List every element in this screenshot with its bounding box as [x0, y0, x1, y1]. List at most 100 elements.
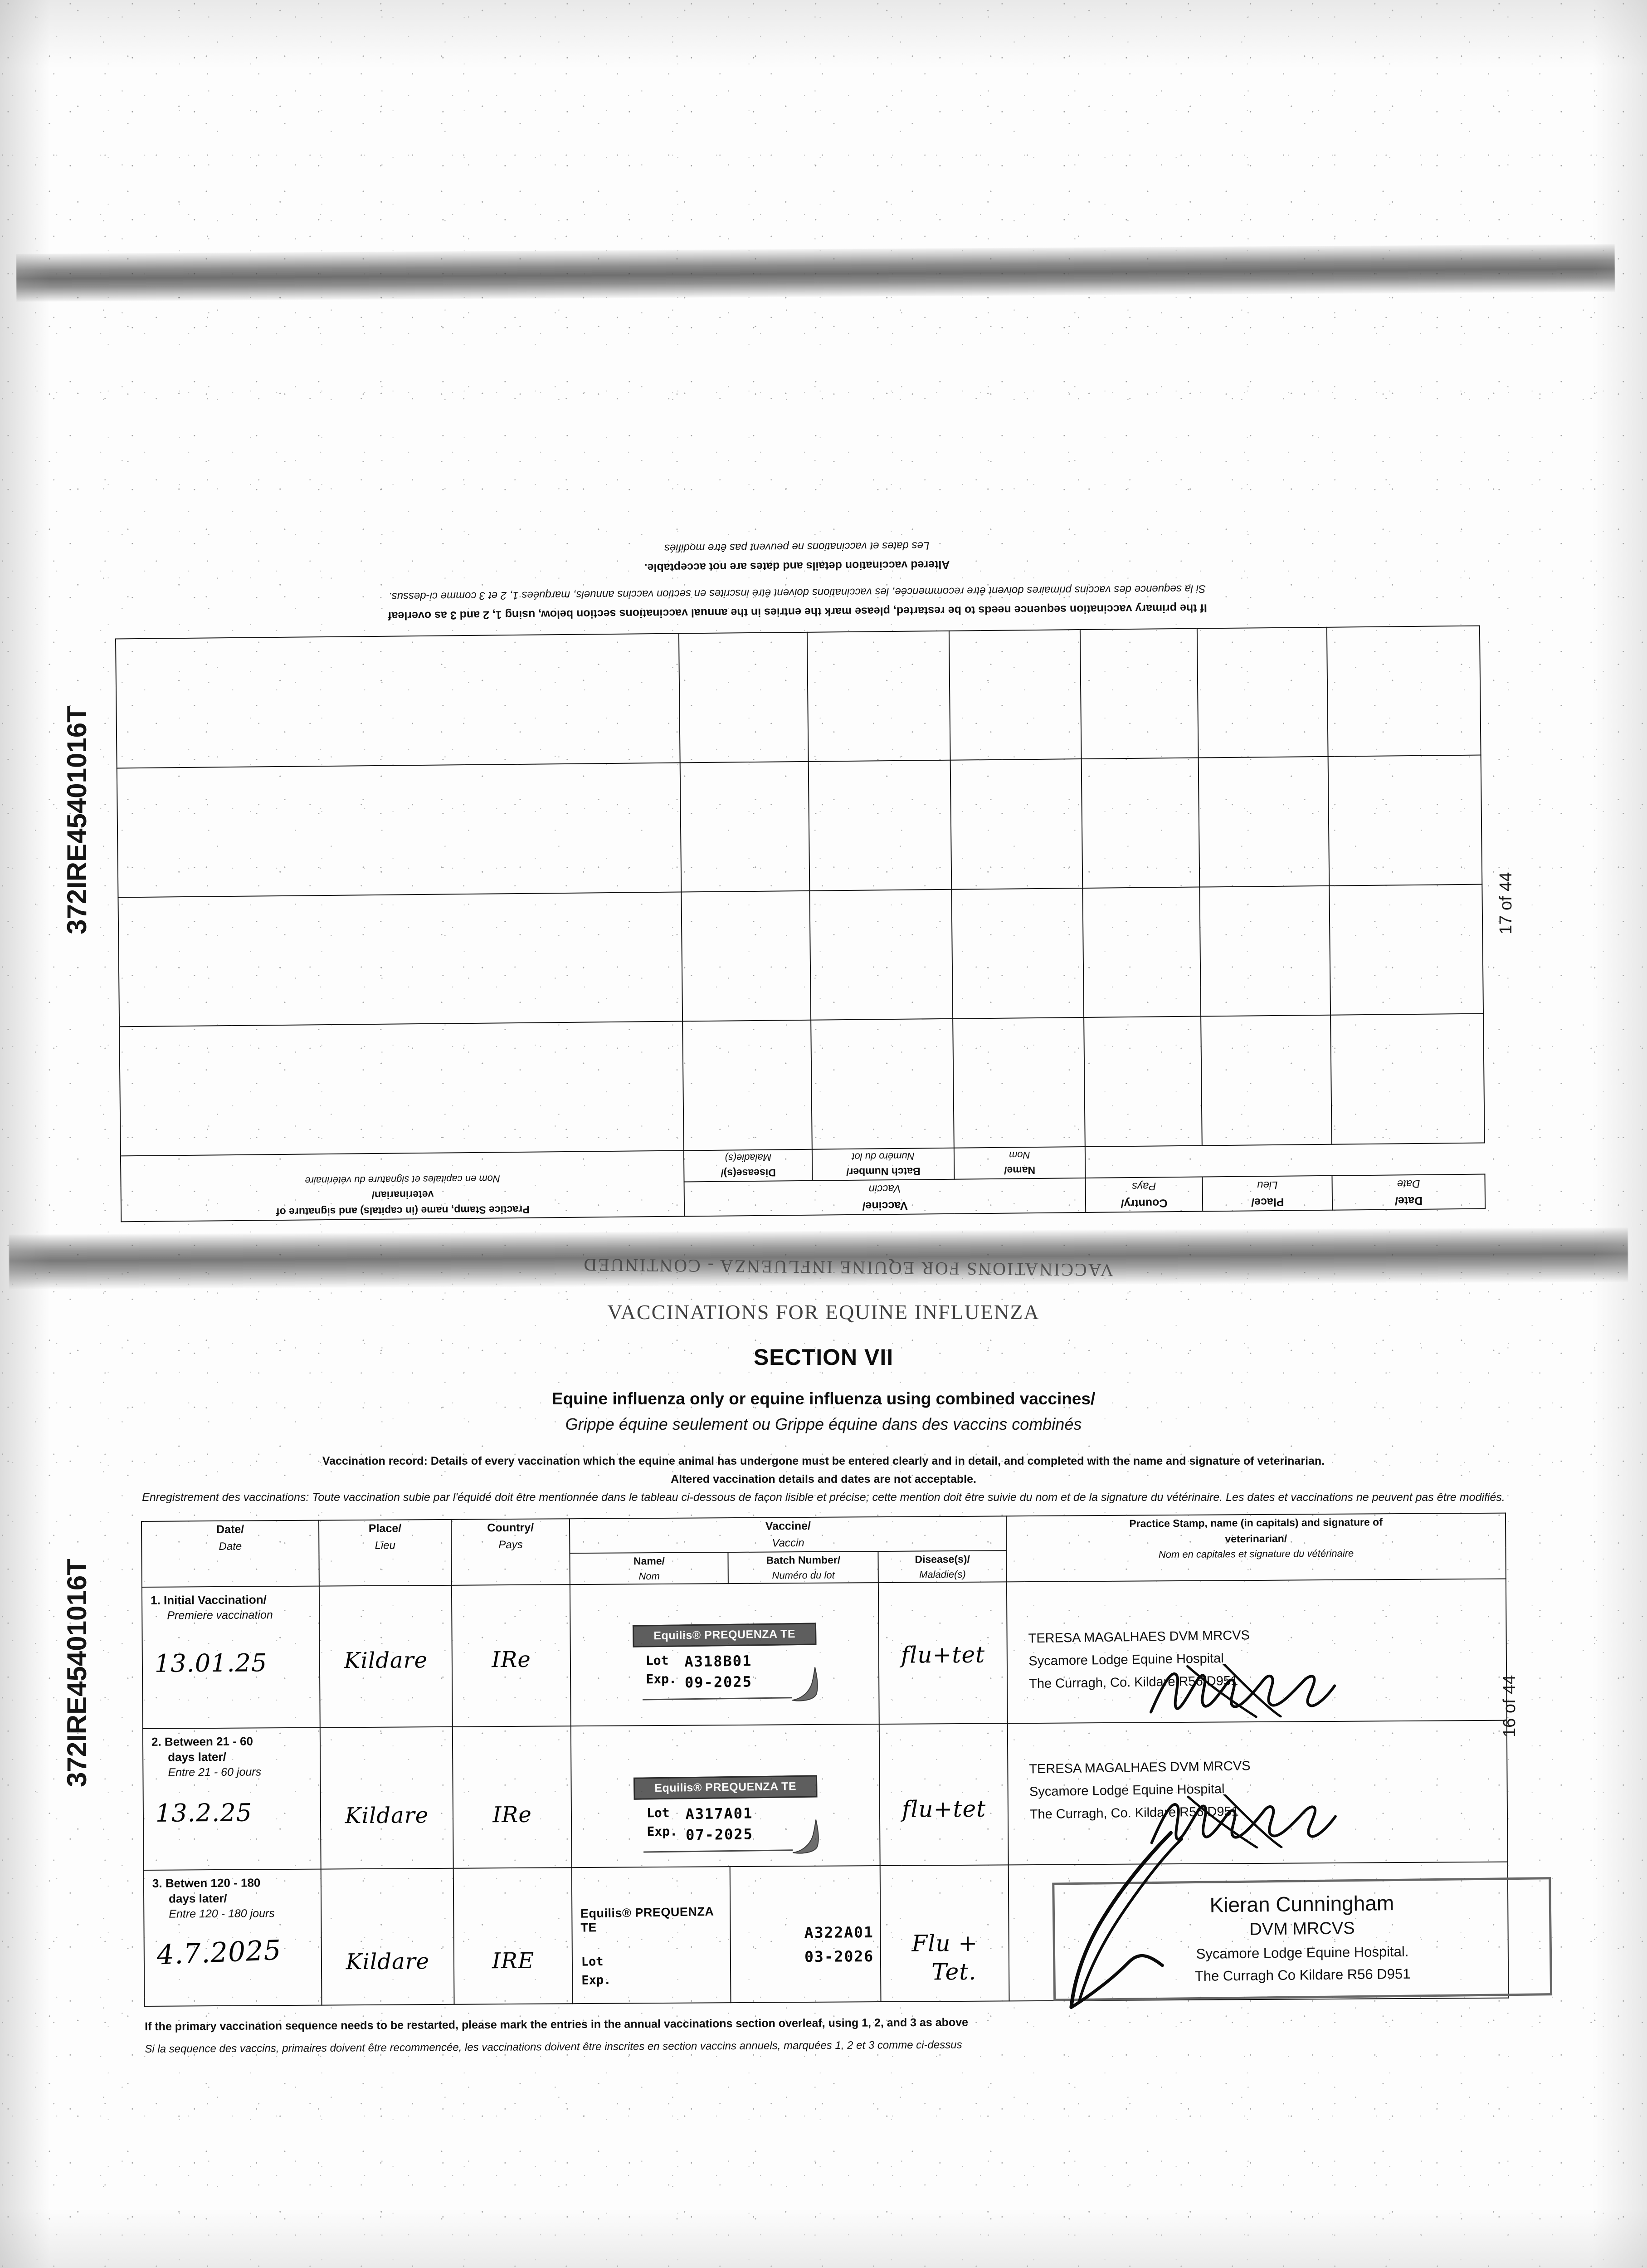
subheader-disease-fr: Maladie(s)	[725, 1152, 772, 1164]
header-vaccine: Vaccine/ Vaccin	[684, 1178, 1086, 1217]
handwritten-country: IRe	[492, 1802, 532, 1828]
header-country-en: Country/	[487, 1521, 534, 1535]
cell-place[interactable]: Kildare	[320, 1726, 453, 1869]
subheader-name-en: Name/	[633, 1554, 665, 1567]
cell-vaccine-name[interactable]	[950, 759, 1083, 890]
cell-disease[interactable]	[680, 761, 810, 892]
cell-date[interactable]	[1328, 755, 1482, 886]
stamp-vet-qualification: DVM MRCVS	[1249, 1918, 1355, 1939]
handwritten-disease: Flu + Tet.	[881, 1865, 1009, 1986]
cell-date[interactable]	[1329, 884, 1484, 1015]
table-row[interactable]: 1. Initial Vaccination/ Premiere vaccina…	[141, 1579, 1507, 1729]
table-row[interactable]	[119, 1013, 1485, 1156]
cell-stamp[interactable]	[119, 1021, 684, 1156]
cell-disease[interactable]	[679, 632, 809, 763]
subheader-name-fr: Nom	[638, 1570, 660, 1582]
header-date-en: Date/	[1394, 1194, 1423, 1207]
cell-vaccine-name[interactable]: Equilis® PREQUENZA TE Lot Exp.	[572, 1867, 731, 2004]
header-place-en: Place/	[368, 1522, 402, 1535]
handwritten-date: 4.7.2025	[156, 1934, 282, 1971]
header-practice-stamp: Practice Stamp, name (in capitals) and s…	[120, 1150, 685, 1222]
cell-country[interactable]: IRe	[451, 1584, 571, 1727]
subheader-batch-en: Batch Number/	[766, 1554, 841, 1566]
header-country-fr: Pays	[1131, 1180, 1156, 1193]
cell-country[interactable]: IRe	[452, 1726, 572, 1868]
cell-vaccine-name[interactable]	[953, 1017, 1085, 1148]
sticker-peel-corner-icon	[791, 1667, 818, 1701]
cell-place[interactable]	[1197, 627, 1328, 758]
cell-country[interactable]	[1082, 887, 1201, 1018]
cell-place[interactable]: Kildare	[321, 1868, 454, 2005]
section-banner-title: VACCINATIONS FOR EQUINE INFLUENZA	[607, 1300, 1040, 1324]
cell-disease[interactable]	[682, 1020, 812, 1151]
cell-practice-stamp[interactable]: TERESA MAGALHAES DVM MRCVS Sycamore Lodg…	[1007, 1720, 1508, 1865]
row-label: 3. Betwen 120 - 180 days later/ Entre 12…	[144, 1870, 321, 1921]
vaccination-table-wrapper: Date/ Date Place/ Lieu Country/ Pays V	[141, 1513, 1553, 2009]
subheader-spacer-place	[1202, 1144, 1332, 1177]
header-date-fr: Date	[1397, 1178, 1420, 1190]
subheader-disease-en: Disease(s)/	[915, 1553, 970, 1565]
cell-date[interactable]: 2. Between 21 - 60 days later/ Entre 21 …	[142, 1727, 321, 1870]
sticker-underline	[642, 1696, 792, 1701]
cell-place[interactable]	[1201, 1015, 1332, 1146]
table-row[interactable]	[118, 884, 1484, 1027]
table-row[interactable]	[115, 626, 1481, 768]
lot-label: Lot	[581, 1954, 604, 1969]
exp-value: 03-2026	[804, 1947, 874, 1965]
subheader-batch-en: Batch Number/	[846, 1165, 921, 1178]
table-row[interactable]	[117, 755, 1482, 898]
cell-place[interactable]	[1199, 885, 1331, 1017]
cell-vaccine-label[interactable]: Equilis® PREQUENZA TE Lot Exp. A317A01 0…	[571, 1724, 880, 1868]
exp-label: Exp.	[581, 1973, 612, 1988]
cell-disease[interactable]: Flu + Tet.	[880, 1865, 1009, 2002]
cell-country[interactable]	[1081, 758, 1200, 889]
cell-stamp[interactable]	[115, 633, 680, 768]
header-country: Country/ Pays	[451, 1519, 570, 1585]
handwritten-place: Kildare	[344, 1647, 428, 1674]
cell-practice-stamp[interactable]: Kieran Cunningham DVM MRCVS Sycamore Lod…	[1008, 1831, 1553, 2009]
cell-place[interactable]: Kildare	[319, 1585, 453, 1728]
handwritten-date: 13.01.25	[154, 1648, 268, 1678]
cell-vaccine-label[interactable]: Equilis® PREQUENZA TE Lot Exp. A318B01 0…	[570, 1583, 880, 1726]
header-date: Date/ Date	[141, 1520, 319, 1587]
cell-batch[interactable]: A322A01 03-2026	[730, 1866, 881, 2003]
cell-stamp[interactable]	[117, 763, 682, 898]
cell-batch[interactable]	[807, 631, 950, 762]
cell-disease[interactable]: flu+tet	[879, 1723, 1009, 1866]
sticker-peel-corner-icon	[792, 1819, 819, 1854]
cell-date[interactable]	[1326, 626, 1481, 757]
row-label-en: 1. Initial Vaccination/	[150, 1593, 267, 1607]
cell-batch[interactable]	[809, 889, 953, 1020]
cell-vaccine-name[interactable]	[951, 888, 1084, 1019]
cell-disease[interactable]: flu+tet	[878, 1582, 1008, 1725]
handwritten-disease-line1: Flu +	[911, 1930, 978, 1957]
page-number-lower: 16 of 44	[1500, 1675, 1519, 1737]
table-row[interactable]: 2. Between 21 - 60 days later/ Entre 21 …	[142, 1720, 1508, 1870]
section-vii-page: VACCINATIONS FOR EQUINE INFLUENZA SECTIO…	[0, 1288, 1647, 2058]
cell-batch[interactable]	[808, 760, 952, 891]
cell-date[interactable]: 3. Betwen 120 - 180 days later/ Entre 12…	[143, 1869, 322, 2006]
cell-date[interactable]: 1. Initial Vaccination/ Premiere vaccina…	[141, 1586, 320, 1729]
lot-label: Lot	[645, 1652, 669, 1668]
subheader-name: Name/ Nom	[570, 1552, 729, 1585]
cell-disease[interactable]	[681, 890, 811, 1022]
footnote-fr: Si la sequence des vaccins, primaires do…	[145, 2038, 962, 2055]
cell-batch[interactable]	[811, 1018, 954, 1149]
cell-place[interactable]	[1198, 756, 1330, 887]
vaccination-record-note: Vaccination record: Details of every vac…	[0, 1452, 1647, 1506]
handwritten-country: IRE	[492, 1948, 535, 1974]
header-stamp-fr: Nom en capitales et signature du vétérin…	[1158, 1547, 1354, 1560]
lot-label: Lot	[646, 1805, 670, 1821]
header-vaccine-fr: Vaccin	[772, 1536, 804, 1549]
cell-date[interactable]	[1330, 1013, 1485, 1144]
cell-country[interactable]: IRE	[453, 1867, 573, 2004]
cell-stamp[interactable]	[118, 892, 683, 1027]
table-footnote: If the primary vaccination sequence need…	[137, 2011, 1510, 2057]
cell-country[interactable]	[1083, 1016, 1203, 1147]
table-row[interactable]: 3. Betwen 120 - 180 days later/ Entre 12…	[143, 1831, 1553, 2009]
cell-vaccine-name[interactable]	[949, 630, 1082, 760]
cell-practice-stamp[interactable]: TERESA MAGALHAES DVM MRCVS Sycamore Lodg…	[1006, 1579, 1507, 1724]
cell-country[interactable]	[1080, 628, 1199, 759]
exp-label: Exp.	[646, 1671, 677, 1687]
